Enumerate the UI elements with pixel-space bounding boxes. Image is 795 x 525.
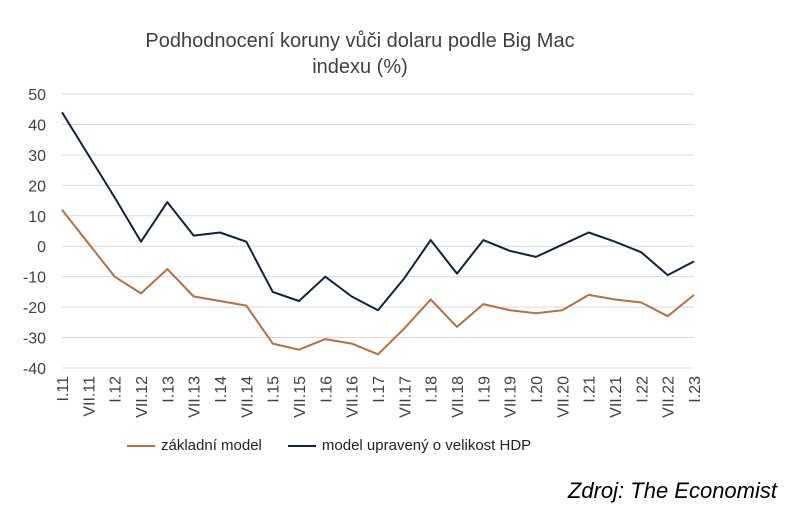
x-tick-label: I.20 [529, 376, 546, 403]
x-tick-label: I.18 [424, 376, 441, 403]
x-tick-label: VII.16 [345, 376, 362, 418]
x-tick-label: I.23 [687, 376, 704, 403]
legend-item-zakladni: základní model [127, 437, 262, 454]
x-tick-label: VII.11 [81, 376, 98, 417]
x-tick-label: I.22 [634, 376, 651, 403]
x-tick-label: I.14 [213, 376, 230, 403]
y-tick-label: -20 [23, 300, 46, 317]
legend-item-upraveny: model upravený o velikost HDP [287, 437, 532, 454]
y-tick-label: -40 [23, 361, 46, 378]
y-tick-label: 30 [28, 148, 46, 165]
y-tick-label: -30 [23, 331, 46, 348]
x-tick-label: VII.20 [555, 376, 572, 418]
x-tick-label: I.16 [318, 376, 335, 403]
chart-title-line1: Podhodnocení koruny vůči dolaru podle Bi… [145, 30, 575, 52]
y-tick-label: -10 [23, 270, 46, 287]
y-tick-label: 50 [28, 87, 46, 104]
x-tick-label: VII.15 [292, 376, 309, 418]
y-tick-label: 10 [28, 209, 46, 226]
legend-label: model upravený o velikost HDP [321, 437, 532, 454]
x-tick-label: VII.22 [661, 376, 678, 418]
y-tick-label: 0 [37, 239, 46, 256]
chart-legend: základní model model upravený o velikost… [127, 437, 557, 454]
chart-title-line2: indexu (%) [312, 56, 408, 78]
source-note: Zdroj: The Economist [567, 478, 777, 503]
x-tick-label: I.13 [160, 376, 177, 403]
legend-swatch [287, 444, 316, 447]
x-tick-label: VII.12 [134, 376, 151, 418]
x-tick-label: VII.21 [608, 376, 625, 418]
series-line-1 [61, 111, 695, 312]
x-tick-label: I.21 [582, 376, 599, 403]
x-tick-label: I.15 [266, 376, 283, 403]
y-tick-label: 20 [28, 178, 46, 195]
x-tick-label: I.11 [55, 376, 72, 402]
x-tick-label: I.17 [371, 376, 388, 403]
y-tick-label: 40 [28, 117, 46, 134]
x-tick-label: I.19 [476, 376, 493, 403]
legend-swatch [127, 444, 155, 447]
x-tick-label: VII.19 [503, 376, 520, 418]
series-line-0 [61, 209, 695, 356]
x-tick-label: VII.18 [450, 376, 467, 418]
x-tick-label: I.12 [108, 376, 125, 403]
x-tick-label: VII.14 [239, 376, 256, 418]
legend-label: základní model [161, 437, 262, 454]
x-tick-label: VII.17 [397, 376, 414, 418]
x-tick-label: VII.13 [187, 376, 204, 418]
